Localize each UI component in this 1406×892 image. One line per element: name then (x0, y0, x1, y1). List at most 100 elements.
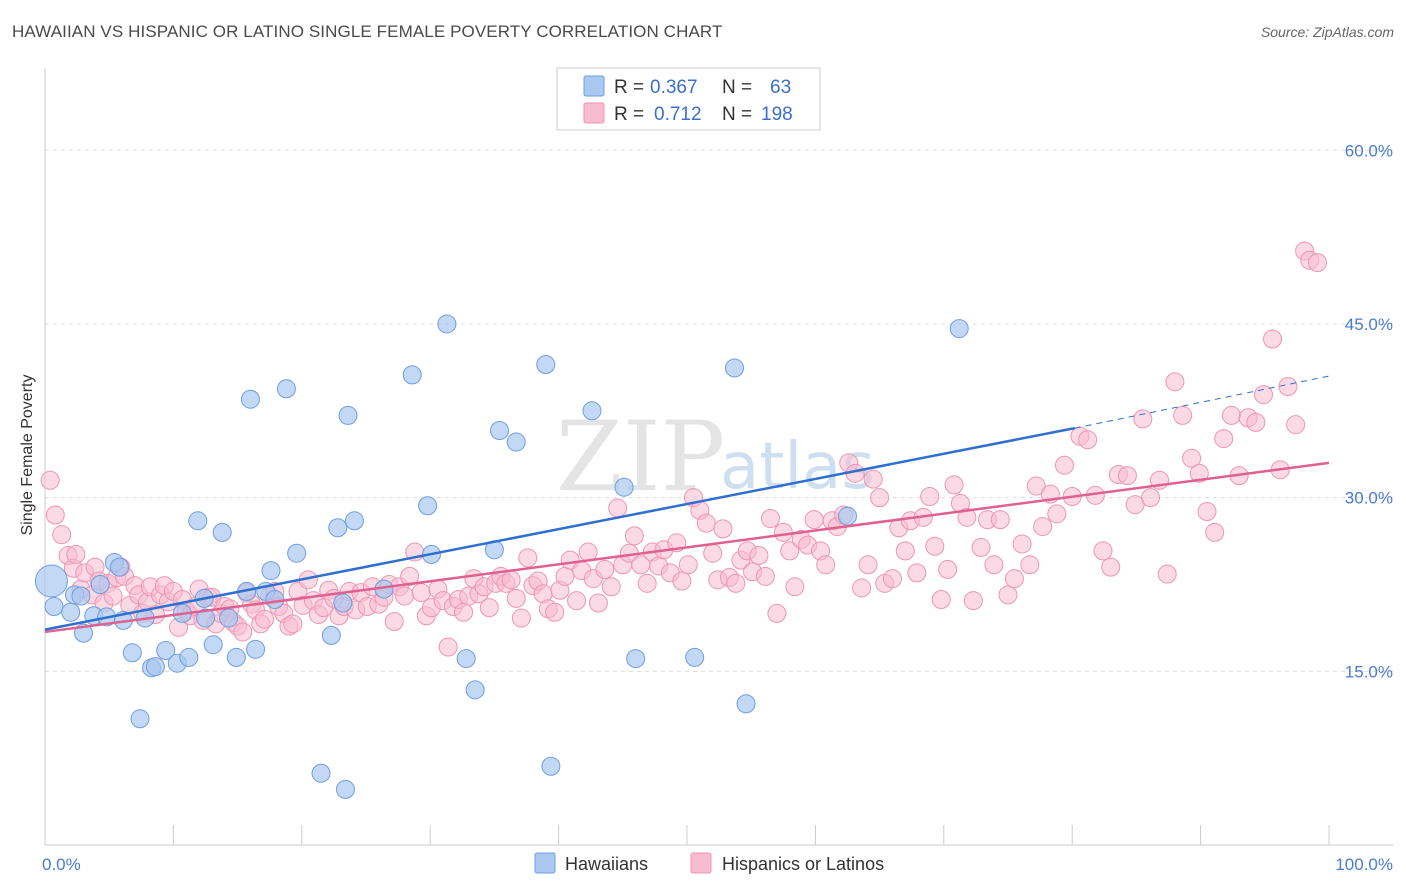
hispanic-point-144 (785, 577, 805, 597)
hispanic-point-172 (957, 507, 977, 527)
hispanic-point-95 (501, 570, 521, 590)
hispanic-point-170 (944, 475, 964, 495)
hawaiian-point-32 (261, 561, 281, 581)
hispanic-point-191 (1093, 541, 1113, 561)
hispanic-point-147 (804, 510, 824, 530)
hispanic-point-2 (52, 525, 72, 545)
y-tick-label-1: 30.0% (1345, 489, 1393, 508)
axes (44, 68, 1393, 846)
hispanic-point-199 (1157, 564, 1177, 584)
hispanic-point-196 (1133, 409, 1153, 429)
hawaiian-point-13 (130, 709, 150, 729)
hispanic-point-168 (931, 590, 951, 610)
gridlines (45, 149, 1393, 672)
hispanic-point-119 (637, 573, 657, 593)
hispanic-point-215 (1286, 415, 1306, 435)
bottom-legend-hispanics: Hispanics or Latinos (722, 854, 884, 874)
hispanic-point-112 (595, 559, 615, 579)
hispanic-point-117 (624, 526, 644, 546)
hawaiian-point-7 (90, 574, 110, 594)
hispanic-point-167 (925, 536, 945, 556)
hispanic-point-189 (1078, 430, 1098, 450)
hispanic-point-210 (1246, 412, 1266, 432)
hispanic-point-73 (384, 612, 404, 632)
hawaiian-point-51 (506, 432, 526, 452)
hispanic-point-202 (1182, 448, 1202, 468)
hawaiian-point-33 (265, 590, 285, 610)
hispanic-point-98 (518, 548, 538, 568)
hawaiian-point-49 (465, 680, 485, 700)
hawaiian-point-42 (344, 511, 364, 531)
hawaiian-point-37 (321, 625, 341, 645)
hawaiian-point-24 (203, 635, 223, 655)
hispanic-point-103 (545, 602, 565, 622)
hispanic-point-177 (990, 510, 1010, 530)
hispanic-point-158 (870, 488, 890, 508)
hispanic-point-91 (479, 598, 499, 618)
hawaiian-point-34 (276, 379, 296, 399)
hispanic-point-130 (703, 543, 723, 563)
hispanic-point-180 (1012, 534, 1032, 554)
hawaiian-point-41 (338, 405, 358, 425)
hispanic-point-178 (998, 585, 1018, 605)
hawaiian-point-2 (61, 602, 81, 622)
hispanic-point-183 (1033, 517, 1053, 537)
hispanic-point-212 (1263, 329, 1283, 349)
hawaiian-point-20 (179, 647, 199, 667)
hispanic-point-156 (858, 555, 878, 575)
hawaiian-point-39 (333, 593, 353, 613)
hispanic-point-132 (713, 519, 733, 539)
hispanic-point-143 (780, 541, 800, 561)
hawaiian-point-27 (226, 647, 246, 667)
hispanic-point-86 (454, 602, 474, 622)
legend-n-value-0: 63 (770, 77, 791, 98)
hawaiian-point-23 (196, 608, 215, 628)
hispanic-point-111 (588, 593, 608, 613)
legend-r-value-0: 0.367 (650, 77, 698, 98)
hispanic-point-142 (773, 522, 793, 542)
hawaiian-point-59 (736, 694, 756, 714)
hawaiian-point-12 (122, 643, 142, 663)
y-tick-labels: 15.0% 30.0% 45.0% 60.0% (1345, 141, 1393, 681)
hawaiian-point-61 (949, 319, 969, 339)
hispanic-point-139 (755, 566, 775, 586)
correlation-legend: R = 0.367 N = 63 R = 0.712 N = 198 (556, 67, 821, 131)
hispanic-point-181 (1020, 555, 1040, 575)
bottom-legend-hawaiians: Hawaiians (565, 854, 648, 874)
hawaiian-point-29 (240, 389, 260, 409)
hawaiian-point-55 (614, 477, 634, 497)
hispanic-point-5 (66, 544, 86, 564)
hispanic-point-78 (411, 583, 431, 603)
y-axis-title: Single Female Poverty (19, 375, 36, 536)
hispanic-point-164 (907, 563, 927, 583)
hawaiian-point-10 (109, 557, 129, 577)
bottom-legend-swatch-hispanics (690, 852, 712, 874)
hispanic-point-173 (963, 591, 983, 611)
x-tick-label-0: 0.0% (42, 855, 81, 874)
legend-swatch-hawaiians (583, 75, 605, 97)
hawaiian-point-17 (156, 640, 176, 660)
hawaiian-point-16 (145, 657, 165, 677)
hawaiian-point-36 (311, 763, 331, 783)
hispanic-point-218 (1307, 253, 1327, 273)
hispanic-point-205 (1205, 522, 1225, 542)
hispanic-point-105 (555, 566, 575, 586)
hawaiian-point-50 (490, 420, 510, 440)
hawaiian-point-60 (838, 506, 857, 526)
hispanic-point-166 (920, 486, 940, 506)
legend-n-label-1: N = (722, 104, 752, 125)
legend-n-label-0: N = (722, 77, 752, 98)
hispanic-point-140 (760, 508, 780, 528)
source-label: Source: ZipAtlas.com (1260, 24, 1394, 40)
hawaiian-point-44 (402, 365, 422, 385)
hispanic-point-179 (1004, 569, 1024, 589)
hispanic-point-182 (1026, 476, 1046, 496)
hispanic-point-138 (749, 546, 769, 566)
hispanic-point-83 (438, 637, 458, 657)
hawaiian-point-38 (328, 518, 348, 538)
hispanic-point-114 (608, 498, 628, 518)
hispanic-point-192 (1101, 557, 1121, 577)
hispanic-point-155 (852, 578, 872, 598)
hispanic-point-113 (601, 577, 621, 597)
